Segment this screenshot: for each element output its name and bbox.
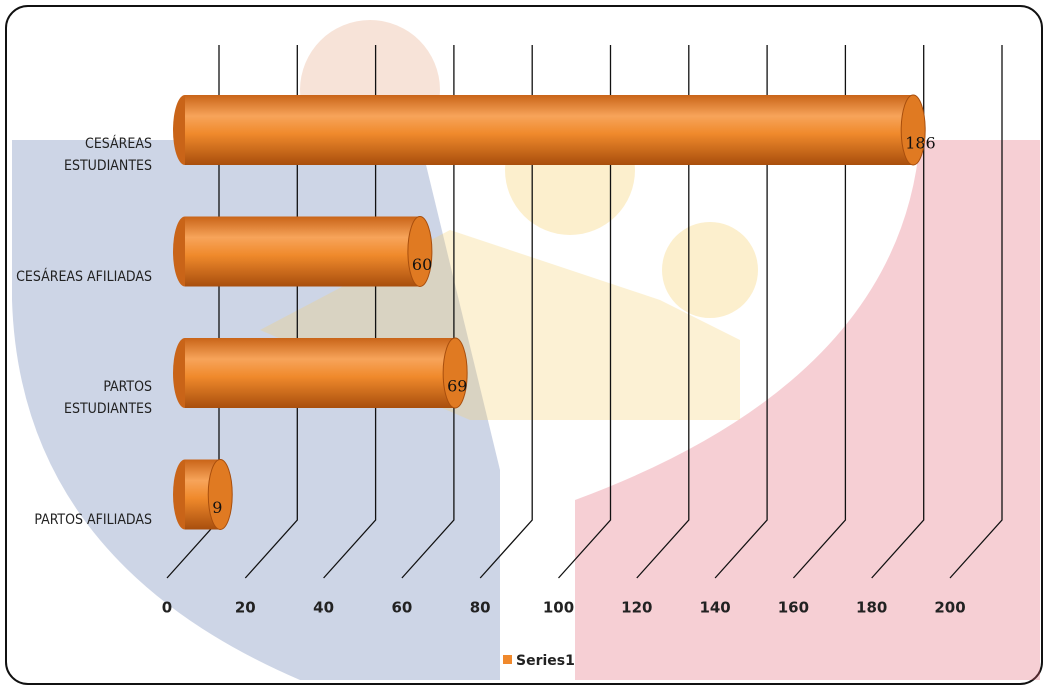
data-label: 9: [212, 498, 222, 517]
y-tick-label: PARTOS AFILIADAS: [34, 511, 152, 528]
grid-line: [244, 45, 298, 579]
grid-line: [558, 45, 612, 579]
grid-line: [323, 45, 377, 579]
x-tick-label: 200: [934, 599, 965, 617]
data-label: 60: [412, 255, 432, 274]
data-label: 186: [905, 134, 936, 153]
bar: [185, 95, 914, 165]
bar: [185, 216, 420, 287]
grid-line: [871, 45, 925, 579]
grid-line: [636, 45, 690, 579]
x-tick-label: 80: [470, 599, 491, 617]
x-tick-label: 20: [235, 599, 256, 617]
legend-swatch: [503, 655, 512, 664]
bar-cap: [900, 94, 926, 166]
x-tick-label: 60: [391, 599, 412, 617]
legend-label: Series1: [516, 653, 575, 669]
data-label: 69: [447, 377, 467, 396]
grid-line: [949, 45, 1003, 579]
y-tick-label: CESÁREAS AFILIADAS: [16, 268, 152, 285]
x-tick-label: 180: [856, 599, 887, 617]
y-tick-label: PARTOS ESTUDIANTES: [64, 379, 152, 417]
bar-cap: [207, 459, 233, 530]
x-tick-label: 0: [162, 599, 172, 617]
bar-cap: [442, 337, 468, 409]
x-tick-label: 40: [313, 599, 334, 617]
bar: [185, 338, 456, 408]
grid-line: [479, 45, 533, 579]
frame: [5, 5, 1043, 685]
bg-circle: [662, 222, 758, 318]
y-tick-label: CESÁREAS ESTUDIANTES: [64, 136, 152, 174]
x-tick-label: 120: [621, 599, 652, 617]
grid-line: [792, 45, 847, 579]
grid-line: [401, 45, 455, 579]
grid-line: [714, 45, 768, 579]
x-tick-label: 100: [543, 599, 574, 617]
x-tick-label: 160: [778, 599, 809, 617]
x-tick-label: 140: [699, 599, 730, 617]
bar-cap: [407, 216, 433, 287]
